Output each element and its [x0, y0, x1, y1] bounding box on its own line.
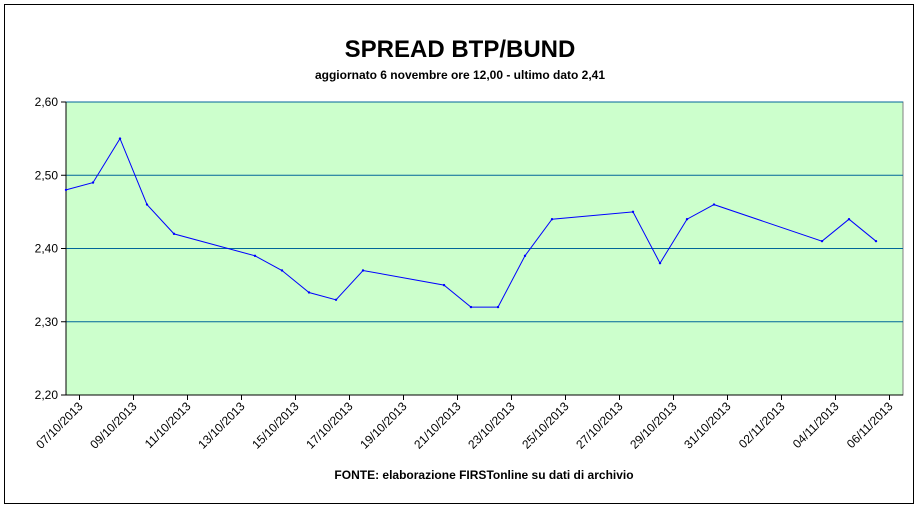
x-tick-label: 09/10/2013	[87, 399, 140, 452]
y-tick-label: 2,30	[35, 315, 59, 329]
data-point	[685, 218, 689, 221]
x-axis-ticks: 07/10/2013 09/10/2013 11/10/2013 13/10/2013…	[33, 395, 896, 452]
data-point	[847, 218, 851, 221]
data-point	[550, 218, 554, 221]
data-point	[820, 239, 824, 243]
chart-title: SPREAD BTP/BUND	[345, 36, 576, 63]
x-tick-label: 23/10/2013	[465, 399, 518, 452]
x-tick-label: 13/10/2013	[195, 399, 248, 452]
x-tick-label: 17/10/2013	[303, 399, 356, 452]
data-point	[442, 283, 446, 287]
y-axis-ticks: 2,60 2,50 2,40 2,30 2,20	[35, 95, 66, 402]
data-point	[145, 203, 149, 206]
gridlines	[66, 101, 903, 323]
chart-subtitle: aggiornato 6 novembre ore 12,00 - ultimo…	[315, 68, 605, 82]
data-point	[496, 305, 500, 309]
data-point	[469, 305, 473, 309]
y-tick-label: 2,20	[35, 388, 59, 402]
data-point	[64, 188, 68, 192]
data-point	[631, 210, 635, 214]
data-point	[118, 137, 122, 140]
x-tick-label: 31/10/2013	[681, 399, 734, 452]
y-tick-label: 2,60	[35, 95, 59, 109]
data-point	[280, 269, 284, 272]
data-point	[307, 291, 311, 294]
x-tick-label: 27/10/2013	[573, 399, 626, 452]
x-tick-label: 19/10/2013	[357, 399, 410, 452]
x-tick-label: 02/11/2013	[736, 399, 788, 451]
x-tick-label: 29/10/2013	[627, 399, 680, 452]
x-tick-label: 25/10/2013	[519, 399, 572, 452]
data-point	[658, 261, 662, 265]
x-tick-label: 21/10/2013	[411, 399, 464, 452]
x-tick-label: 06/11/2013	[844, 399, 896, 451]
source-note: FONTE: elaborazione FIRSTonline su dati …	[334, 468, 633, 482]
data-point	[172, 232, 176, 236]
data-point	[91, 181, 95, 184]
x-tick-label: 04/11/2013	[790, 399, 842, 451]
data-point	[253, 254, 257, 258]
y-tick-label: 2,50	[35, 168, 59, 182]
data-point	[874, 239, 878, 243]
x-tick-label: 11/10/2013	[142, 399, 194, 451]
series-line	[65, 137, 877, 308]
series-layer	[64, 137, 878, 309]
data-point	[361, 269, 365, 272]
x-tick-label: 07/10/2013	[33, 399, 86, 452]
data-point	[712, 203, 716, 206]
data-point	[334, 298, 338, 301]
data-point	[523, 254, 527, 258]
x-tick-label: 15/10/2013	[249, 399, 302, 452]
y-tick-label: 2,40	[35, 242, 59, 256]
